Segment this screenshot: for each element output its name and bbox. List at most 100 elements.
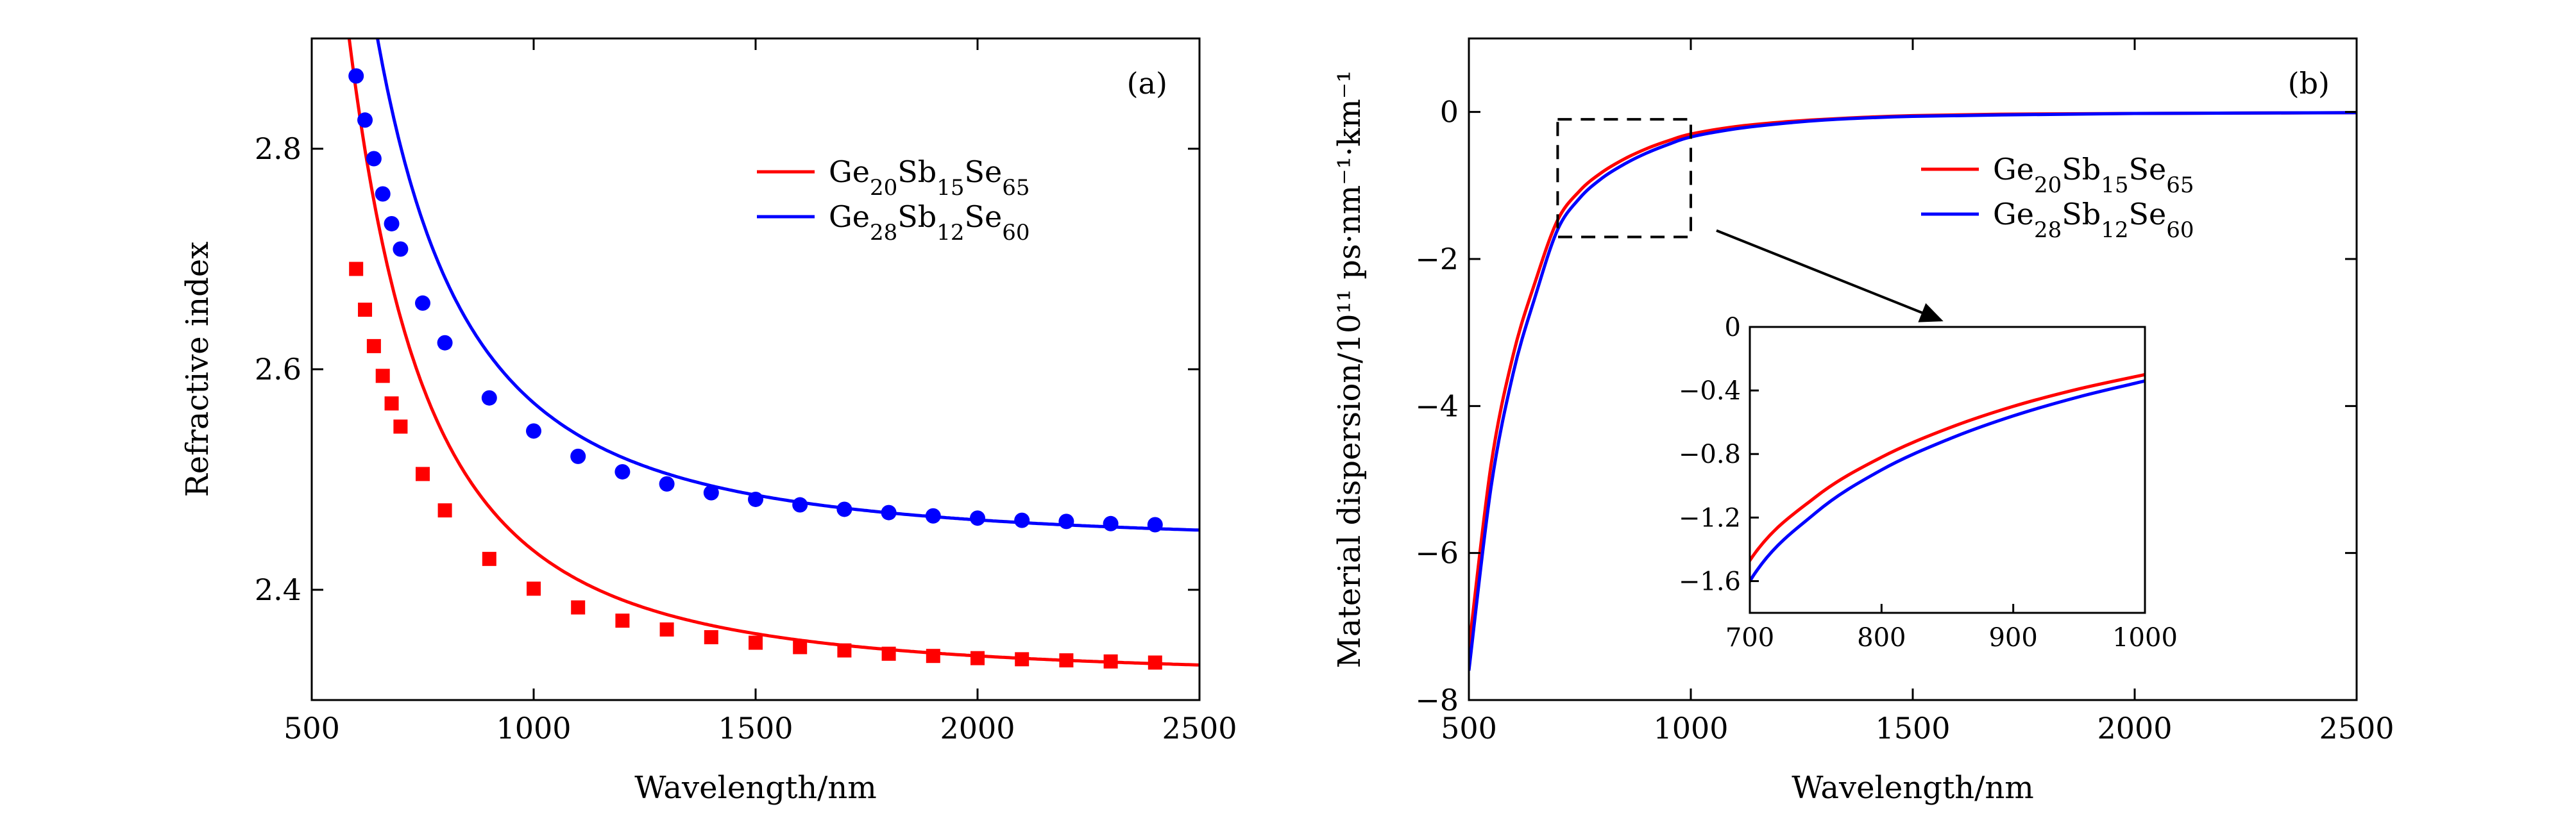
data-point — [704, 630, 718, 644]
data-point — [393, 241, 409, 257]
data-point — [349, 262, 364, 276]
data-point — [836, 501, 852, 517]
legend-entry: Ge28Sb12Se60 — [1993, 197, 2194, 243]
data-point — [348, 68, 364, 84]
panel-b-label: (b) — [2288, 66, 2330, 101]
x-tick-label: 2000 — [2097, 711, 2172, 746]
data-point — [571, 600, 586, 615]
inset-y-tick-label: −0.4 — [1679, 376, 1741, 406]
dispersion-curve-ge28 — [1469, 111, 2357, 671]
data-point — [358, 303, 373, 317]
inset-series — [1750, 372, 2145, 585]
data-point — [366, 151, 382, 167]
data-point — [881, 505, 897, 521]
data-point — [970, 651, 985, 665]
inset-y-tick-label: −1.6 — [1679, 567, 1741, 596]
data-point — [1014, 512, 1030, 528]
x-tick-label: 2000 — [940, 711, 1015, 746]
panel-b-zoom-callout — [1556, 118, 1944, 322]
data-point — [615, 614, 630, 628]
data-point — [437, 503, 452, 518]
inset-background — [1750, 327, 2145, 613]
data-point — [703, 485, 719, 501]
inset-x-tick-label: 900 — [1988, 623, 2037, 653]
panel-a-series — [347, 38, 1199, 670]
data-point — [1103, 654, 1118, 669]
data-point — [793, 640, 808, 655]
panel-b-ticks: 500 1000 1500 2000 2500 −8 −6 −4 −2 0 — [1415, 38, 2394, 746]
data-point — [526, 423, 541, 439]
data-point — [1103, 515, 1119, 531]
y-tick-label: −8 — [1415, 683, 1459, 717]
data-point — [1015, 652, 1030, 667]
panel-b-plot-area — [1469, 111, 2357, 671]
zoom-arrow — [1716, 229, 1944, 322]
data-point — [1058, 513, 1074, 530]
zoom-box — [1556, 118, 1692, 238]
data-point — [659, 476, 675, 492]
data-point — [837, 643, 852, 658]
panel-a-plot-area — [347, 38, 1199, 670]
data-point — [415, 295, 430, 311]
inset-x-tick-label: 1000 — [2112, 623, 2178, 653]
panel-a-x-axis-title: Wavelength/nm — [634, 770, 877, 806]
x-tick-label: 500 — [284, 711, 340, 746]
y-tick-label: 2.4 — [255, 572, 301, 607]
fit-curve-ge20 — [347, 38, 1199, 667]
panel-a-frame — [310, 37, 1201, 701]
inset-curve-ge20 — [1750, 372, 2145, 563]
legend-entry: Ge28Sb12Se60 — [829, 199, 1030, 246]
x-tick-label: 2500 — [1162, 711, 1237, 746]
inset-frame — [1749, 326, 2146, 614]
data-point — [659, 622, 674, 637]
data-point — [1147, 517, 1163, 533]
y-tick-label: −4 — [1415, 388, 1459, 423]
data-point — [375, 369, 390, 383]
data-point — [481, 390, 497, 406]
inset-y-tick-label: −0.8 — [1679, 440, 1741, 469]
data-point — [527, 581, 541, 596]
legend-entry: Ge20Sb15Se65 — [829, 154, 1030, 201]
inset-x-tick-label: 700 — [1725, 623, 1774, 653]
inset-y-tick-label: −1.2 — [1679, 503, 1741, 533]
data-point — [570, 448, 586, 464]
panel-b-series — [1469, 111, 2357, 671]
data-point — [416, 467, 430, 481]
x-tick-label: 1000 — [1653, 711, 1728, 746]
panel-b-x-axis-title: Wavelength/nm — [1792, 770, 2034, 806]
data-point — [925, 508, 941, 524]
panel-a-ticks: 500 1000 1500 2000 2500 2.4 2.6 2.8 — [255, 38, 1237, 746]
data-point — [437, 335, 453, 351]
panel-b-inset: 700 800 900 1000 0 −0.4 −0.8 −1.2 −1.6 — [1679, 313, 2178, 653]
inset-y-tick-label: 0 — [1725, 313, 1741, 342]
panel-a-y-axis-title: Refractive index — [180, 242, 216, 497]
data-point — [1059, 653, 1074, 668]
fit-curve-ge28 — [376, 38, 1199, 532]
data-point — [881, 646, 896, 661]
data-point — [970, 510, 985, 526]
y-tick-label: 2.6 — [255, 352, 301, 387]
data-point — [366, 338, 381, 353]
x-tick-label: 1000 — [496, 711, 571, 746]
x-tick-label: 500 — [1441, 711, 1497, 746]
panel-b: 500 1000 1500 2000 2500 −8 −6 −4 −2 0 (b) Wavelen… — [1332, 37, 2394, 806]
x-tick-label: 1500 — [1875, 711, 1950, 746]
panel-a-label: (a) — [1127, 66, 1167, 101]
data-point — [375, 186, 391, 202]
data-point — [393, 419, 408, 434]
data-point — [482, 551, 496, 566]
y-tick-label: −2 — [1415, 242, 1459, 276]
data-point — [926, 649, 940, 664]
panel-b-y-axis-title: Material dispersion/10¹¹ ps·nm⁻¹·km⁻¹ — [1332, 71, 1368, 669]
panel-a: 500 1000 1500 2000 2500 2.4 2.6 2.8 (a) Wavelen… — [180, 37, 1237, 806]
y-tick-label: 2.8 — [255, 131, 301, 166]
x-tick-label: 1500 — [718, 711, 793, 746]
y-tick-label: 0 — [1440, 95, 1459, 129]
data-point — [1148, 655, 1162, 670]
data-point — [792, 497, 808, 513]
legend-entry: Ge20Sb15Se65 — [1993, 152, 2194, 198]
inset-curve-ge28 — [1750, 379, 2145, 585]
